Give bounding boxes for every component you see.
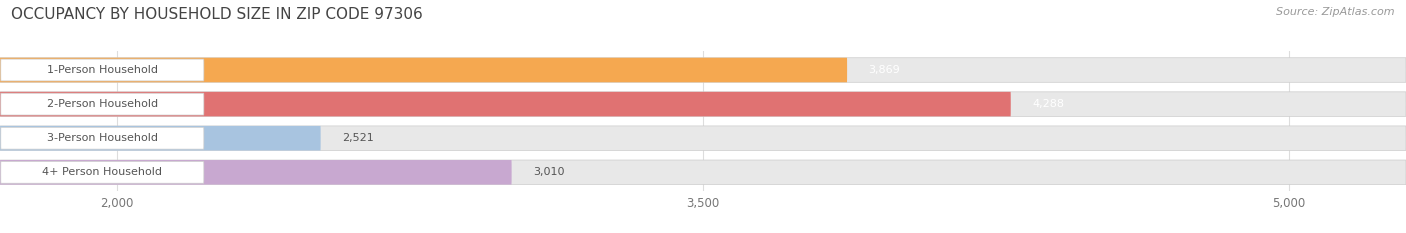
Text: 2-Person Household: 2-Person Household <box>46 99 157 109</box>
Text: OCCUPANCY BY HOUSEHOLD SIZE IN ZIP CODE 97306: OCCUPANCY BY HOUSEHOLD SIZE IN ZIP CODE … <box>11 7 423 22</box>
Text: 3,010: 3,010 <box>533 167 565 177</box>
FancyBboxPatch shape <box>0 92 1011 116</box>
Text: 3-Person Household: 3-Person Household <box>46 133 157 143</box>
FancyBboxPatch shape <box>1 127 204 149</box>
Text: 3,869: 3,869 <box>869 65 900 75</box>
FancyBboxPatch shape <box>0 160 512 185</box>
FancyBboxPatch shape <box>0 126 1406 151</box>
Text: 2,521: 2,521 <box>342 133 374 143</box>
FancyBboxPatch shape <box>0 126 321 151</box>
FancyBboxPatch shape <box>0 160 1406 185</box>
FancyBboxPatch shape <box>1 59 204 81</box>
FancyBboxPatch shape <box>0 92 1406 116</box>
FancyBboxPatch shape <box>0 58 846 82</box>
FancyBboxPatch shape <box>1 93 204 115</box>
Text: 4,288: 4,288 <box>1032 99 1064 109</box>
FancyBboxPatch shape <box>0 58 1406 82</box>
Text: Source: ZipAtlas.com: Source: ZipAtlas.com <box>1277 7 1395 17</box>
Text: 4+ Person Household: 4+ Person Household <box>42 167 162 177</box>
FancyBboxPatch shape <box>1 161 204 183</box>
Text: 1-Person Household: 1-Person Household <box>46 65 157 75</box>
